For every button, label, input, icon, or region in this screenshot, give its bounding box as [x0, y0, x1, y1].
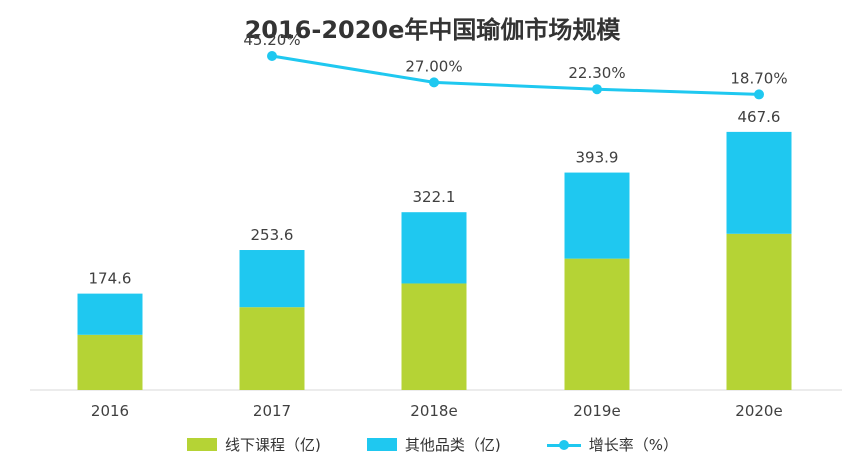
x-tick-2017: 2017 — [253, 402, 291, 420]
total-label-2017: 253.6 — [251, 226, 294, 244]
total-label-2020e: 467.6 — [738, 108, 781, 126]
growth-label-2018e: 27.00% — [405, 57, 462, 75]
bar-offline-2020e — [726, 233, 792, 390]
legend-swatch-growth — [546, 438, 581, 452]
legend: 线下课程（亿) 其他品类（亿) 增长率（%） — [0, 434, 865, 455]
bar-other-2016 — [77, 293, 143, 335]
total-label-2018e: 322.1 — [413, 188, 456, 206]
total-label-2019e: 393.9 — [576, 149, 619, 167]
growth-rate-line — [271, 54, 760, 96]
legend-label-other: 其他品类（亿) — [404, 436, 501, 454]
legend-swatch-offline — [187, 438, 217, 451]
legend-item-offline[interactable]: 线下课程（亿) — [187, 434, 321, 455]
x-tick-2019e: 2019e — [573, 402, 620, 420]
growth-label-2017: 45.20% — [243, 31, 300, 49]
growth-label-2019e: 22.30% — [568, 64, 625, 82]
legend-item-growth[interactable]: 增长率（%） — [546, 434, 678, 455]
bar-other-2018e — [401, 212, 467, 284]
legend-label-offline: 线下课程（亿) — [225, 436, 321, 454]
x-tick-2018e: 2018e — [410, 402, 457, 420]
growth-label-2020e: 18.70% — [730, 69, 787, 87]
bar-offline-2017 — [239, 307, 305, 390]
chart-title: 2016-2020e年中国瑜伽市场规模 — [244, 16, 621, 44]
legend-item-other[interactable]: 其他品类（亿) — [366, 434, 501, 455]
legend-swatch-other — [366, 438, 397, 451]
bar-offline-2016 — [77, 334, 143, 390]
bar-offline-2019e — [564, 258, 630, 390]
growth-point-2019e — [592, 84, 602, 95]
growth-point-2018e — [429, 77, 439, 88]
bar-other-2017 — [239, 250, 305, 308]
growth-point-2017 — [267, 51, 277, 61]
bar-offline-2018e — [401, 283, 467, 390]
x-tick-2016: 2016 — [91, 402, 129, 420]
bar-other-2020e — [726, 131, 792, 234]
bar-other-2019e — [564, 172, 630, 259]
total-label-2016: 174.6 — [89, 270, 132, 288]
growth-point-2020e — [754, 89, 764, 100]
legend-label-growth: 增长率（%） — [588, 436, 678, 454]
x-tick-2020e: 2020e — [735, 402, 782, 420]
